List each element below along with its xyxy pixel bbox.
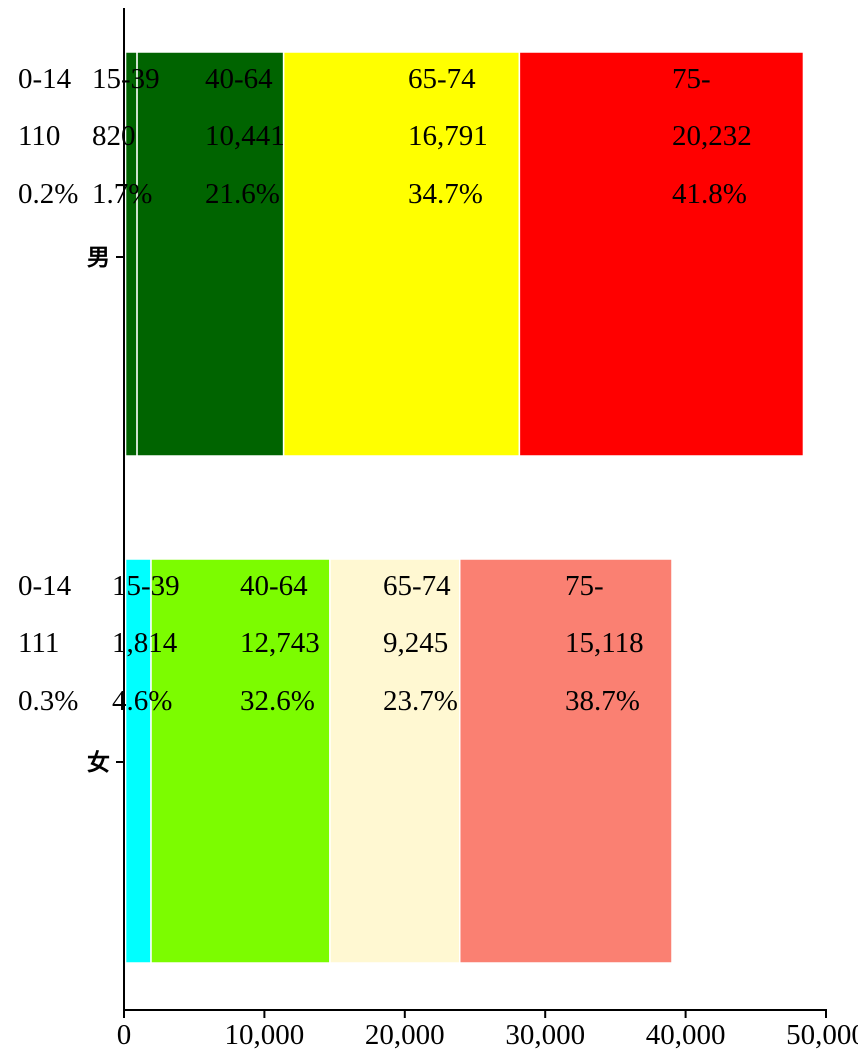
segment-count-label: 16,791 <box>408 120 488 152</box>
segment-count-label: 1,814 <box>112 627 178 659</box>
segment-count-label: 111 <box>18 627 59 659</box>
segment-pct-label: 41.8% <box>672 178 747 210</box>
segment-age-label: 75- <box>565 570 604 602</box>
segment-pct-label: 34.7% <box>408 178 483 210</box>
segment-pct-label: 4.6% <box>112 685 172 717</box>
x-tick-label: 30,000 <box>505 1019 585 1050</box>
segment-age-label: 65-74 <box>383 570 451 602</box>
bar-segment <box>282 51 521 457</box>
bar-segment <box>458 558 673 964</box>
segment-age-label: 75- <box>672 63 711 95</box>
bar-segment <box>150 558 331 964</box>
segment-count-label: 15,118 <box>565 627 644 659</box>
category-label: 男 <box>87 245 110 271</box>
segment-age-label: 15-39 <box>112 570 180 602</box>
axes-layer: 男女 0 10,000 20,000 30,000 40,000 50,000 <box>87 8 858 1050</box>
segment-count-label: 9,245 <box>383 627 448 659</box>
segment-age-label: 15-39 <box>92 63 160 95</box>
segment-count-label: 820 <box>92 120 136 152</box>
bar-segment <box>329 558 461 964</box>
segment-count-label: 12,743 <box>240 627 320 659</box>
segment-pct-label: 38.7% <box>565 685 640 717</box>
segment-pct-label: 0.3% <box>18 685 78 717</box>
x-tick-label: 20,000 <box>365 1019 445 1050</box>
x-tick-label: 0 <box>117 1019 132 1050</box>
bar-segment <box>136 51 285 457</box>
category-label: 女 <box>87 749 110 776</box>
segment-age-label: 0-14 <box>18 63 72 95</box>
segment-age-label: 65-74 <box>408 63 476 95</box>
segment-pct-label: 23.7% <box>383 685 458 717</box>
bar-segment <box>124 558 152 964</box>
segment-count-label: 10,441 <box>205 120 285 152</box>
segment-count-label: 20,232 <box>672 120 752 152</box>
segment-pct-label: 32.6% <box>240 685 315 717</box>
bar-segment <box>124 51 138 457</box>
segment-pct-label: 0.2% <box>18 178 78 210</box>
bar-segment <box>518 51 805 457</box>
segment-age-label: 0-14 <box>18 570 72 602</box>
segment-pct-label: 1.7% <box>92 178 152 210</box>
x-tick-label: 40,000 <box>646 1019 726 1050</box>
segment-age-label: 40-64 <box>205 63 273 95</box>
segment-count-label: 110 <box>18 120 60 152</box>
bars-layer <box>123 51 805 964</box>
x-tick-label: 10,000 <box>225 1019 305 1050</box>
segment-age-label: 40-64 <box>240 570 308 602</box>
labels-layer: 0-14 110 0.2% 15-39 820 1.7% 40-64 10,441 21.6% 6… <box>18 63 752 717</box>
segment-pct-label: 21.6% <box>205 178 280 210</box>
x-tick-label: 50,000 <box>786 1019 858 1050</box>
